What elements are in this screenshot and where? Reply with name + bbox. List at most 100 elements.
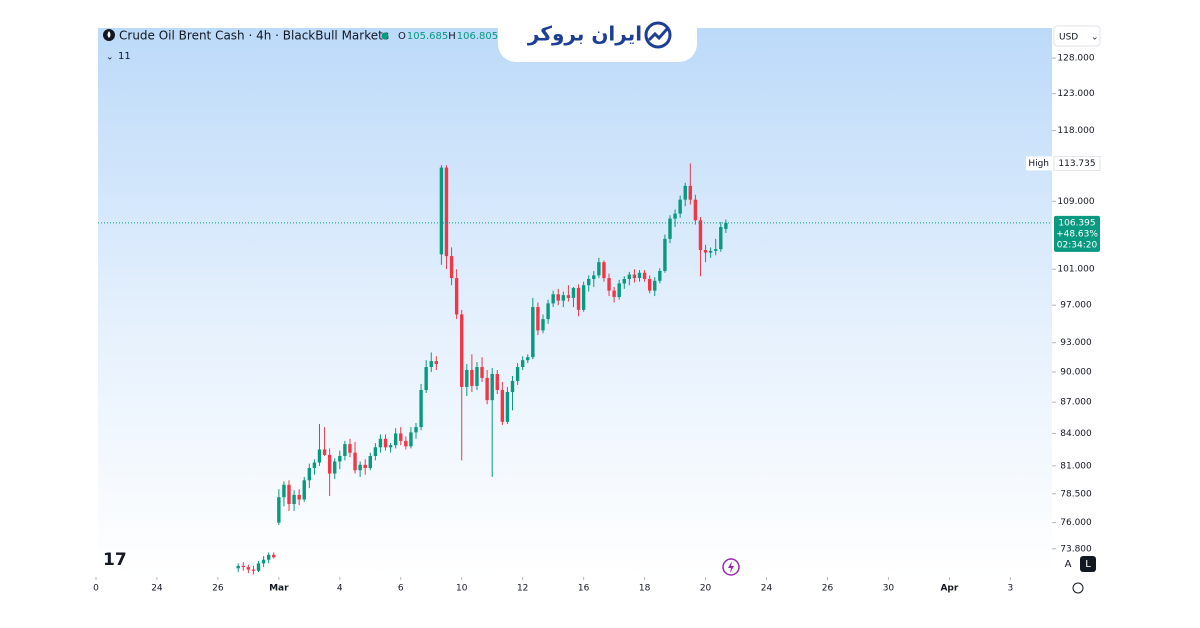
candle-body [576, 287, 581, 310]
candle-body [373, 447, 378, 456]
candle-body [429, 361, 433, 368]
y-tick-label: 118.000 [1057, 126, 1094, 136]
candle-body [531, 307, 535, 358]
candle-body [266, 554, 271, 560]
x-tick-label: 26 [822, 584, 834, 594]
x-tick-label: 26 [212, 584, 224, 594]
x-tick-label: 24 [151, 584, 163, 594]
auto-scale-button[interactable]: A [1065, 559, 1072, 570]
candle-body [566, 295, 571, 298]
candle-body [393, 433, 398, 446]
candle-body [714, 249, 718, 251]
candle-body [297, 494, 301, 500]
candle-body [668, 218, 672, 239]
x-tick-label: Apr [940, 584, 958, 594]
candle-body [708, 250, 713, 253]
candle-body [460, 314, 464, 387]
candle-body [480, 367, 484, 378]
indicator-count[interactable]: 11 [118, 51, 131, 62]
candle-body [409, 432, 413, 447]
candle-body [653, 280, 657, 291]
candle-body [353, 452, 357, 471]
y-tick-label: 81.000 [1060, 461, 1092, 471]
candle-body [302, 480, 306, 500]
tv-logo[interactable]: 𝟭𝟳 [103, 550, 127, 570]
candle-body [449, 256, 454, 279]
log-scale-button[interactable] [1080, 556, 1096, 572]
ohlc-key: H [448, 31, 456, 42]
candle-body [338, 455, 342, 462]
candle-body [454, 278, 459, 315]
x-tick-label: 0 [93, 584, 99, 594]
candle-body [236, 565, 240, 569]
time-axis [98, 577, 1102, 600]
candle-body [383, 438, 388, 448]
candle-body [419, 389, 423, 428]
last-price-value: 106.395 [1058, 218, 1095, 228]
status-dot [381, 32, 389, 40]
logo-box [498, 6, 697, 62]
candle-body [678, 199, 682, 214]
candle-body [693, 199, 698, 221]
high-value-box [1053, 155, 1101, 171]
candle-body [556, 294, 560, 301]
candle-body [581, 285, 586, 310]
ohlc-legend: O105.685H106.805L [398, 31, 504, 42]
high-value: 113.735 [1058, 159, 1095, 169]
y-tick-label: 109.000 [1057, 197, 1094, 207]
candle-body [515, 367, 520, 381]
candle-body [378, 438, 383, 448]
candle-body [317, 449, 322, 463]
candle-body [688, 185, 693, 200]
candle-body [551, 294, 555, 304]
candle-body [607, 278, 611, 291]
settings-icon[interactable] [1072, 582, 1084, 594]
plot-area [98, 28, 1052, 577]
last-price-change: +48.63% [1056, 229, 1098, 239]
currency-label[interactable]: USD [1059, 33, 1078, 43]
collapse-arrow: ⌄ [106, 53, 114, 63]
candle-body [307, 468, 312, 481]
candle-body [327, 454, 332, 474]
candle-body [333, 461, 337, 474]
candle-body [434, 361, 439, 365]
x-tick-label: 30 [883, 584, 895, 594]
x-tick-label: Mar [269, 584, 289, 594]
candle-body [571, 287, 576, 298]
y-tick-label: 90.000 [1060, 367, 1092, 377]
y-tick-label: 128.000 [1057, 54, 1094, 64]
y-tick-label: 73.800 [1060, 544, 1092, 554]
candle-body [404, 440, 408, 447]
candle-body [312, 462, 317, 469]
logo-icon [644, 21, 672, 49]
currency-arrow: ⌄ [1091, 33, 1099, 43]
candle-body [622, 278, 626, 284]
y-tick-label: 78.500 [1060, 489, 1092, 499]
logo-arrow [647, 28, 669, 42]
candle-body [642, 272, 647, 279]
log-scale-label[interactable]: L [1085, 559, 1091, 570]
candle-body [277, 497, 281, 523]
last-price-box [1054, 215, 1100, 252]
x-tick-label: 16 [578, 584, 590, 594]
candle-body [637, 272, 642, 279]
y-tick-label: 76.000 [1060, 518, 1092, 528]
candle-body [439, 167, 444, 255]
candle-body [592, 275, 596, 279]
candle-body [322, 449, 327, 455]
candle-body [241, 565, 245, 568]
candle-body [287, 484, 291, 505]
candle-body [399, 433, 403, 441]
currency-select[interactable] [1053, 25, 1101, 47]
candle-body [663, 238, 667, 271]
last-price-countdown: 02:34:20 [1057, 240, 1098, 250]
candle-body [272, 554, 276, 558]
candle-body [348, 444, 352, 453]
candle-body [465, 369, 469, 387]
y-tick-label: 97.000 [1060, 301, 1092, 311]
candle-body [388, 445, 393, 448]
candle-body [246, 567, 251, 570]
y-tick-label: 84.000 [1060, 429, 1092, 439]
alert-icon[interactable] [722, 558, 740, 576]
